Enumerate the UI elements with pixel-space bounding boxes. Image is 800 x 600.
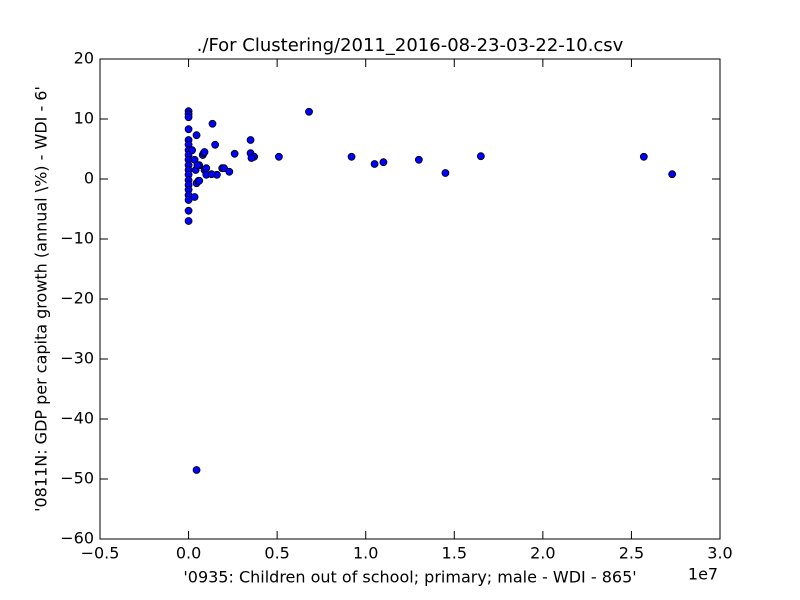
x-tick-label: −0.5 (81, 544, 120, 563)
point (441, 169, 450, 177)
x-tick-label: 2.5 (619, 544, 644, 563)
point (476, 152, 485, 161)
chart-title: ./For Clustering/2011_2016-08-23-03-22-1… (197, 35, 624, 56)
x-tick-label: 1.5 (442, 544, 467, 563)
plot-frame (99, 58, 721, 540)
point (184, 206, 193, 215)
point (220, 164, 228, 173)
point (184, 196, 193, 204)
point (370, 160, 379, 168)
point (192, 131, 201, 140)
y-tick-label: 10 (74, 109, 94, 128)
point (211, 140, 220, 149)
point (379, 158, 388, 167)
point (202, 164, 211, 173)
x-tick-label: 1.0 (353, 544, 378, 563)
point (192, 466, 201, 474)
point (200, 148, 209, 156)
point (190, 193, 199, 201)
y-tick-label: 0 (84, 169, 94, 188)
point (193, 161, 202, 170)
y-tick-label: −60 (60, 529, 94, 548)
point (195, 176, 204, 185)
point (305, 107, 313, 116)
x-axis-label: '0935: Children out of school; primary; … (183, 568, 636, 587)
point (247, 154, 256, 162)
point (414, 155, 423, 164)
point (207, 170, 216, 179)
y-axis-label: '0811N: GDP per capita growth (annual \%… (32, 86, 51, 512)
x-offset-label: 1e7 (688, 565, 718, 584)
point (184, 217, 193, 225)
y-tick-label: −30 (60, 349, 94, 368)
point (347, 152, 356, 161)
point (668, 170, 677, 179)
point (275, 152, 283, 161)
point (184, 113, 193, 122)
point (184, 125, 193, 134)
point (208, 119, 217, 128)
x-tick-label: 2.0 (530, 544, 555, 563)
point (225, 167, 234, 176)
point (639, 152, 648, 161)
y-tick-label: 20 (74, 49, 94, 68)
x-tick-label: 3.0 (707, 544, 732, 563)
point (246, 136, 255, 144)
y-tick-label: −10 (60, 229, 94, 248)
x-tick-label: 0.0 (176, 544, 201, 563)
x-tick-label: 0.5 (264, 544, 289, 563)
point (188, 146, 197, 155)
y-tick-label: −20 (60, 289, 94, 308)
y-tick-label: −40 (60, 409, 94, 428)
point (230, 149, 239, 158)
y-tick-label: −50 (60, 469, 94, 488)
